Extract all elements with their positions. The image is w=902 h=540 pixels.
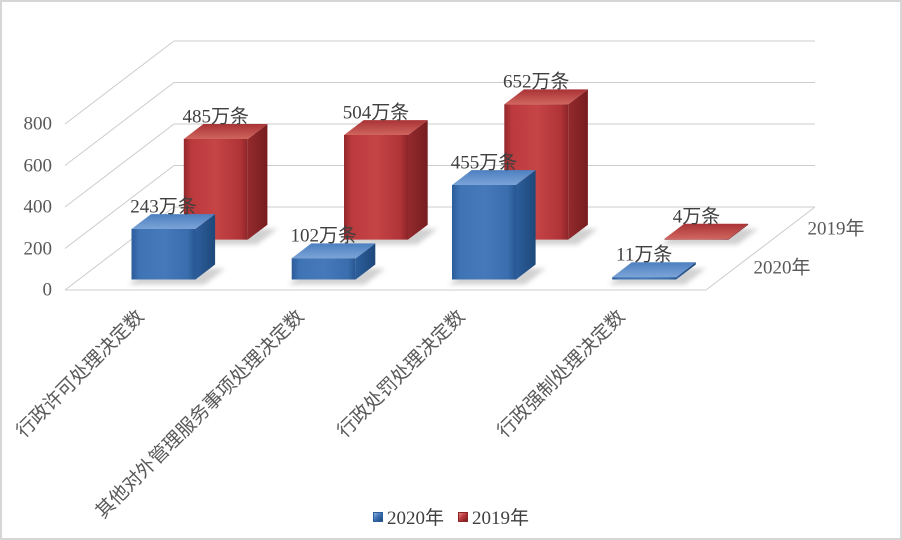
bar-front-face [452,185,516,280]
bar-side-face [728,223,749,240]
bars [131,89,749,280]
bar-top-face [344,120,428,135]
legend: 2020年 2019年 [2,503,900,530]
gridline-diagonal-200 [64,165,175,249]
legend-swatch-2020-icon [372,511,383,522]
bar-front-face [344,135,408,240]
bar-side-face [195,214,216,280]
floor-right-edge [705,206,816,291]
bar-top-face [664,223,749,239]
bar-side-face [247,124,268,240]
bar-side-face [355,243,376,280]
bar-front-face [612,277,677,280]
legend-item-2019: 2019年 [458,503,529,530]
bar-top-face [612,262,696,278]
bar-front-face [131,229,196,280]
gridline-diagonal-400 [64,123,175,208]
bar-2019年-cat4 [664,223,749,240]
depth-axis-label-2020: 2020年 [753,257,811,279]
bar-side-face [676,262,696,280]
bar-top-face [452,170,536,185]
gridlines [64,40,816,291]
gridline-diagonal-600 [64,82,175,166]
bar-top-face [183,124,268,139]
bar-top-face [131,214,216,229]
legend-item-2020: 2020年 [372,503,444,530]
bar-front-face [664,238,729,240]
legend-swatch-2019-icon [458,511,468,522]
bar-side-face [516,170,536,280]
bar-2019年-cat2 [344,120,428,240]
legend-label-2019: 2019年 [472,508,530,529]
bar-2020年-cat2 [291,243,376,280]
bar-2020年-cat1 [131,214,216,280]
depth-axis-label-2019: 2019年 [807,218,865,240]
bar-side-face [568,89,588,240]
bar-side-face [408,120,428,240]
bar-2020年-cat3 [452,170,536,280]
bar-top-face [504,89,588,105]
gridline-diagonal-800 [64,40,175,125]
legend-label-2020: 2020年 [386,508,444,529]
bar-2020年-cat4 [612,262,696,280]
bar-top-face [291,243,376,259]
bar-front-face [291,258,356,280]
